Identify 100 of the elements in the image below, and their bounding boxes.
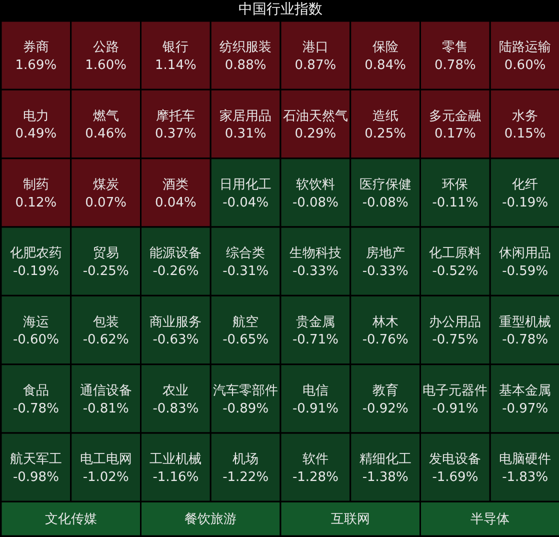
data-label: -0.11% xyxy=(432,195,478,210)
data-label: 1.69% xyxy=(15,58,57,73)
data-label: 0.17% xyxy=(434,126,476,142)
data-label: 0.29% xyxy=(294,126,336,142)
text: 中国行业指数 xyxy=(238,1,322,18)
data-label: 0.46% xyxy=(85,126,126,142)
data-label: -0.92% xyxy=(362,401,408,416)
category-label: 基本金属 xyxy=(499,383,552,398)
data-label: -0.91% xyxy=(432,401,478,416)
category-label: 航天军工 xyxy=(10,452,62,468)
category-label: 化肥农药 xyxy=(10,246,62,262)
category-label: 电力 xyxy=(22,108,49,124)
category-label: 煤炭 xyxy=(92,177,119,192)
category-label: 农业 xyxy=(162,383,189,398)
category-label: 家居用品 xyxy=(220,108,272,124)
data-label: -1.28% xyxy=(292,470,338,485)
category-label: 发电设备 xyxy=(429,452,482,468)
category-label: 公路 xyxy=(92,40,119,56)
category-label: 多元金融 xyxy=(429,108,482,124)
category-label: 摩托车 xyxy=(156,108,196,124)
data-label: -0.78% xyxy=(12,401,59,416)
data-label: 1.60% xyxy=(85,58,126,73)
category-label: 港口 xyxy=(302,40,328,56)
category-label: 工业机械 xyxy=(150,452,202,468)
data-label: 0.04% xyxy=(155,195,196,210)
data-label: -0.63% xyxy=(152,332,199,348)
category-label: 文化传媒 xyxy=(44,512,97,527)
category-label: 电子元器件 xyxy=(422,383,488,398)
category-label: 航空 xyxy=(232,314,259,330)
data-label: -0.26% xyxy=(152,264,199,279)
category-label: 软饮料 xyxy=(296,177,335,192)
category-label: 海运 xyxy=(22,314,49,330)
category-label: 汽车零部件 xyxy=(213,383,278,398)
data-label: 0.78% xyxy=(434,58,476,73)
data-label: 0.49% xyxy=(15,126,57,142)
category-label: 零售 xyxy=(442,40,468,56)
category-label: 食品 xyxy=(22,383,49,398)
data-label: -0.08% xyxy=(292,195,338,210)
data-label: 0.07% xyxy=(85,195,126,210)
category-label: 房地产 xyxy=(366,245,405,262)
data-label: 0.15% xyxy=(504,126,546,142)
data-label: -0.52% xyxy=(432,264,478,279)
data-label: 0.88% xyxy=(224,58,266,73)
category-label: 包装 xyxy=(92,314,119,330)
category-label: 化纤 xyxy=(512,177,538,192)
data-label: -0.19% xyxy=(502,195,548,210)
data-label: -0.62% xyxy=(82,332,129,348)
category-label: 环保 xyxy=(442,177,468,192)
category-label: 综合类 xyxy=(226,246,266,262)
data-label: -0.71% xyxy=(292,332,338,348)
category-label: 电信 xyxy=(302,383,328,398)
category-label: 造纸 xyxy=(372,108,398,124)
data-label: -1.16% xyxy=(152,470,199,485)
data-label: 0.12% xyxy=(15,195,57,210)
category-label: 酒类 xyxy=(162,177,189,192)
data-label: -1.83% xyxy=(502,470,548,485)
category-label: 化工原料 xyxy=(429,246,482,262)
category-label: 日用化工 xyxy=(220,177,272,192)
category-label: 电脑硬件 xyxy=(499,452,552,468)
category-label: 林木 xyxy=(371,314,398,330)
category-label: 互联网 xyxy=(330,512,370,527)
category-label: 办公用品 xyxy=(429,314,482,330)
category-label: 保险 xyxy=(372,40,398,56)
data-label: -0.08% xyxy=(362,195,408,210)
data-label: 0.84% xyxy=(364,58,406,73)
data-label: -0.81% xyxy=(82,401,129,416)
category-label: 商业服务 xyxy=(150,314,202,330)
category-label: 陆路运输 xyxy=(499,40,552,56)
category-label: 贵金属 xyxy=(296,314,335,330)
category-label: 纺织服装 xyxy=(220,40,272,56)
category-label: 机场 xyxy=(232,452,259,468)
data-label: -1.22% xyxy=(222,470,269,485)
data-label: -0.33% xyxy=(362,264,408,279)
category-label: 能源设备 xyxy=(150,246,202,262)
data-label: 0.31% xyxy=(224,126,266,142)
data-label: -0.98% xyxy=(12,470,59,485)
category-label: 燃气 xyxy=(92,108,119,124)
category-label: 制药 xyxy=(22,177,49,192)
data-label: -1.69% xyxy=(432,470,478,485)
category-label: 精细化工 xyxy=(359,452,412,468)
category-label: 通信设备 xyxy=(80,383,132,398)
category-label: 软件 xyxy=(302,452,328,468)
category-label: 教育 xyxy=(372,382,398,398)
data-label: -0.76% xyxy=(362,332,408,348)
data-label: -1.02% xyxy=(82,470,129,485)
data-label: -0.65% xyxy=(222,332,269,348)
data-label: -0.31% xyxy=(222,264,269,279)
data-label: 0.60% xyxy=(504,58,546,73)
data-label: -0.04% xyxy=(222,195,269,210)
category-label: 半导体 xyxy=(470,512,510,527)
category-label: 贸易 xyxy=(92,246,119,262)
data-label: -0.91% xyxy=(292,401,338,416)
data-label: -0.33% xyxy=(292,264,338,279)
data-label: -1.38% xyxy=(362,470,408,485)
data-label: -0.89% xyxy=(222,401,269,416)
data-label: -0.78% xyxy=(502,332,548,348)
category-label: 石油天然气 xyxy=(282,108,348,124)
category-label: 生物科技 xyxy=(289,246,342,262)
data-label: -0.19% xyxy=(12,264,59,279)
data-label: 0.25% xyxy=(364,126,406,142)
